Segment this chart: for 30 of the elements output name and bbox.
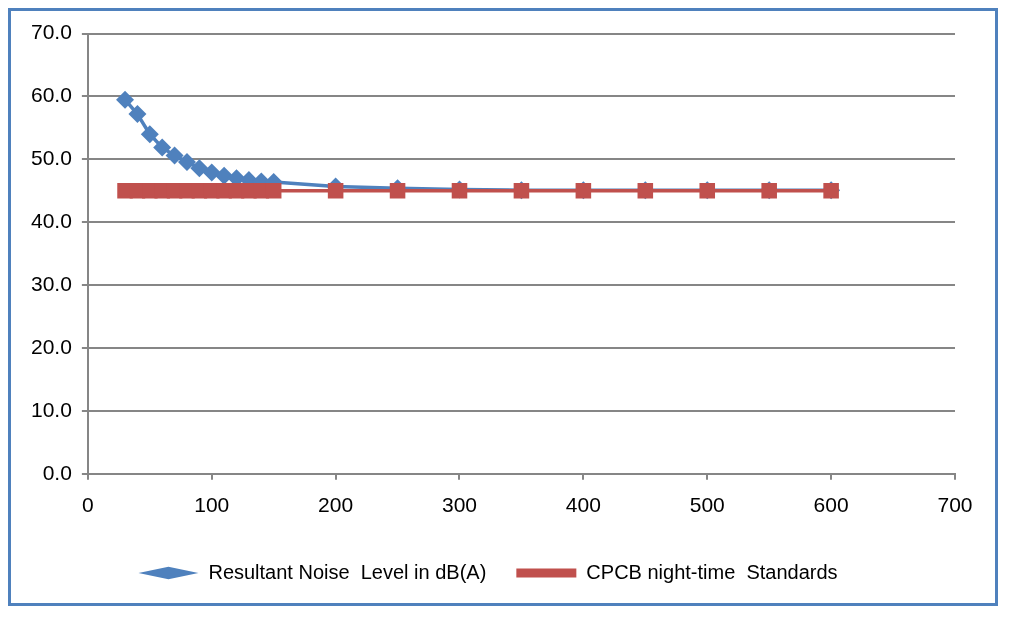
point — [190, 159, 209, 178]
point — [202, 163, 221, 182]
point — [215, 166, 234, 185]
point — [265, 183, 282, 199]
y-tick-label: 30.0 — [31, 271, 72, 295]
y-tick-label: 10.0 — [31, 397, 72, 421]
point — [389, 183, 406, 199]
y-tick-label: 50.0 — [31, 146, 72, 170]
x-tick-label: 100 — [194, 493, 230, 517]
point — [177, 152, 196, 171]
y-tick-label: 60.0 — [31, 83, 72, 107]
y-tick-label: 0.0 — [42, 460, 72, 484]
x-tick-label: 300 — [441, 493, 478, 517]
x-tick-label: 600 — [813, 493, 849, 517]
point — [165, 146, 184, 165]
x-tick-label: 700 — [937, 493, 973, 517]
point — [128, 105, 147, 124]
point — [116, 90, 135, 109]
point — [153, 138, 172, 157]
x-tick-label: 400 — [565, 493, 601, 517]
point — [140, 125, 159, 144]
x-tick-label: 500 — [689, 493, 725, 517]
point — [327, 183, 344, 199]
x-tick-label: 200 — [318, 493, 354, 517]
y-tick-label: 20.0 — [31, 334, 72, 358]
x-tick-label: 0 — [82, 493, 94, 517]
legend-label: Resultant Noise Level in dB(A) — [208, 560, 487, 583]
y-tick-label: 70.0 — [31, 20, 72, 44]
y-tick-label: 40.0 — [31, 209, 72, 233]
legend-label: CPCB night-time Standards — [586, 560, 838, 583]
